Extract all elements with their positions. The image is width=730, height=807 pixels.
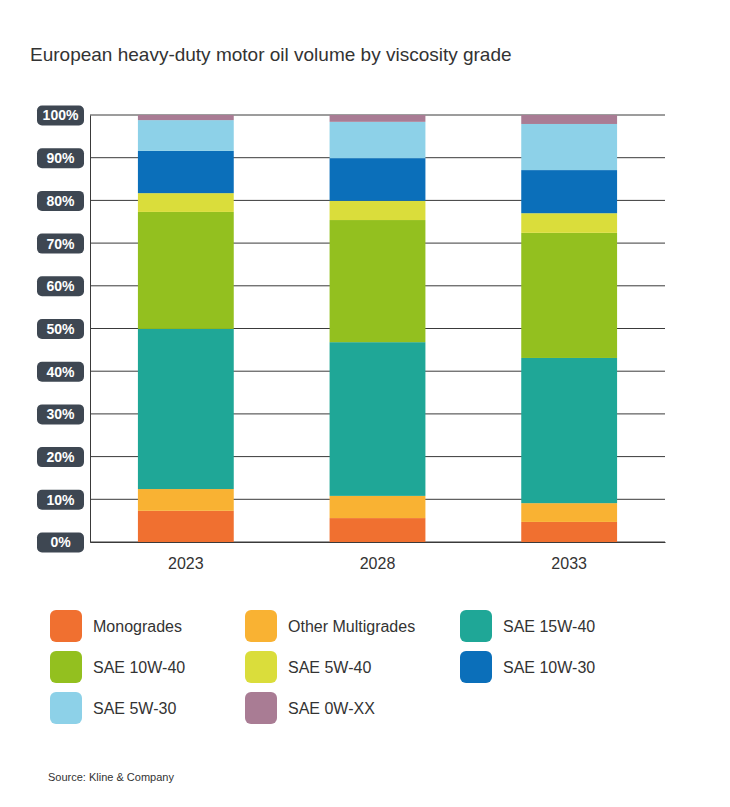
- y-tick-label: 100%: [43, 107, 79, 123]
- y-tick-label: 40%: [46, 364, 75, 380]
- y-tick-label: 10%: [46, 492, 75, 508]
- bar-segment: [330, 122, 426, 158]
- y-tick-label: 30%: [46, 406, 75, 422]
- bar-segment: [138, 151, 234, 193]
- legend-swatch: [245, 692, 277, 724]
- legend-label: Other Multigrades: [288, 618, 415, 635]
- x-tick: 2023: [168, 542, 204, 572]
- x-tick-label: 2028: [360, 555, 396, 572]
- y-tick: 60%: [37, 276, 90, 296]
- bar-segment: [330, 342, 426, 496]
- y-tick: 0%: [37, 533, 90, 553]
- y-axis: 0% 10% 20% 30% 40% 50% 60% 70% 80% 90% 100%: [37, 106, 91, 553]
- y-tick-box: [37, 319, 84, 339]
- y-tick-label: 0%: [50, 534, 71, 550]
- y-tick-box: [37, 490, 84, 510]
- y-tick: 30%: [37, 404, 90, 424]
- y-tick-label: 20%: [46, 449, 75, 465]
- y-tick-box: [37, 404, 84, 424]
- legend-swatch: [245, 651, 277, 683]
- y-tick-box: [37, 276, 84, 296]
- bar-segment: [330, 496, 426, 518]
- bar-segment: [330, 115, 426, 122]
- bar-segment: [330, 158, 426, 201]
- legend-swatch: [460, 651, 492, 683]
- bars: [138, 115, 617, 542]
- legend-label: SAE 5W-30: [93, 700, 176, 717]
- bar-segment: [330, 518, 426, 542]
- bar-segment: [521, 124, 617, 170]
- bar-segment: [521, 170, 617, 213]
- legend-swatch: [50, 610, 82, 642]
- y-tick: 20%: [37, 447, 90, 467]
- legend-label: Monogrades: [93, 618, 182, 635]
- y-tick-box: [37, 106, 84, 126]
- x-tick-label: 2033: [551, 555, 587, 572]
- chart: European heavy-duty motor oil volume by …: [0, 0, 730, 807]
- y-tick-box: [37, 191, 84, 211]
- y-tick: 40%: [37, 362, 90, 382]
- bar-segment: [521, 358, 617, 503]
- bar-segment: [521, 213, 617, 233]
- y-axis-line: [90, 116, 91, 543]
- y-tick-box: [37, 533, 84, 553]
- y-tick-box: [37, 234, 84, 254]
- y-tick-label: 90%: [46, 150, 75, 166]
- x-tick-label: 2023: [168, 555, 204, 572]
- bar-segment: [138, 115, 234, 120]
- bar-segment: [330, 220, 426, 342]
- bar-segment: [138, 329, 234, 489]
- legend-label: SAE 10W-40: [93, 659, 185, 676]
- y-tick: 50%: [37, 319, 90, 339]
- legend-swatch: [460, 610, 492, 642]
- y-tick-label: 70%: [46, 236, 75, 252]
- legend: Monogrades Other Multigrades SAE 15W-40 SAE…: [50, 610, 595, 724]
- legend-label: SAE 10W-30: [503, 659, 595, 676]
- x-axis-line: [91, 542, 666, 543]
- y-tick-label: 50%: [46, 321, 75, 337]
- grid: [90, 115, 665, 542]
- y-tick: 10%: [37, 490, 90, 510]
- y-tick-box: [37, 362, 84, 382]
- legend-label: SAE 0W-XX: [288, 700, 375, 717]
- bar-segment: [521, 503, 617, 522]
- source: Source: Kline & Company: [48, 771, 174, 783]
- bar-segment: [138, 489, 234, 511]
- legend-swatch: [50, 692, 82, 724]
- y-tick-box: [37, 447, 84, 467]
- x-tick: 2033: [551, 542, 587, 572]
- y-tick: 80%: [37, 191, 90, 211]
- bar-segment: [521, 115, 617, 124]
- x-axis: 2023 2028 2033: [91, 542, 666, 572]
- bar-segment: [330, 201, 426, 220]
- y-tick-box: [37, 148, 84, 168]
- x-tick: 2028: [360, 542, 396, 572]
- bar-segment: [138, 193, 234, 212]
- y-tick: 70%: [37, 234, 90, 254]
- y-tick-label: 60%: [46, 278, 75, 294]
- bar-segment: [138, 511, 234, 542]
- legend-label: SAE 15W-40: [503, 618, 595, 635]
- bar-segment: [138, 212, 234, 329]
- y-tick-label: 80%: [46, 193, 75, 209]
- y-tick: 90%: [37, 148, 90, 168]
- legend-swatch: [50, 651, 82, 683]
- bar-segment: [521, 522, 617, 542]
- legend-label: SAE 5W-40: [288, 659, 371, 676]
- bar-segment: [521, 233, 617, 358]
- bar-segment: [138, 120, 234, 151]
- y-tick: 100%: [37, 106, 90, 126]
- legend-swatch: [245, 610, 277, 642]
- title: European heavy-duty motor oil volume by …: [30, 44, 512, 65]
